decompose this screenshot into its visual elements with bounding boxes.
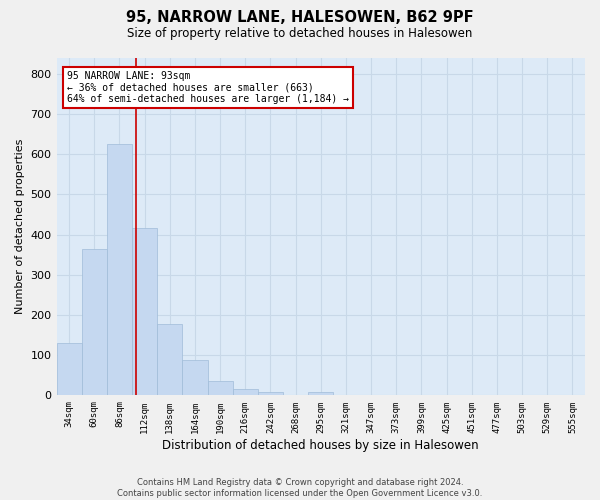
Bar [208,382,233,396]
X-axis label: Distribution of detached houses by size in Halesowen: Distribution of detached houses by size … [163,440,479,452]
Bar [82,248,107,396]
Text: Size of property relative to detached houses in Halesowen: Size of property relative to detached ho… [127,28,473,40]
Text: Contains HM Land Registry data © Crown copyright and database right 2024.
Contai: Contains HM Land Registry data © Crown c… [118,478,482,498]
Bar [233,390,258,396]
Bar [157,324,182,396]
Text: 95, NARROW LANE, HALESOWEN, B62 9PF: 95, NARROW LANE, HALESOWEN, B62 9PF [126,10,474,25]
Bar [258,392,283,396]
Bar [182,360,208,396]
Bar [132,228,157,396]
Bar [56,343,82,396]
Y-axis label: Number of detached properties: Number of detached properties [15,139,25,314]
Bar [107,144,132,396]
Bar [308,392,334,396]
Text: 95 NARROW LANE: 93sqm
← 36% of detached houses are smaller (663)
64% of semi-det: 95 NARROW LANE: 93sqm ← 36% of detached … [67,71,349,104]
